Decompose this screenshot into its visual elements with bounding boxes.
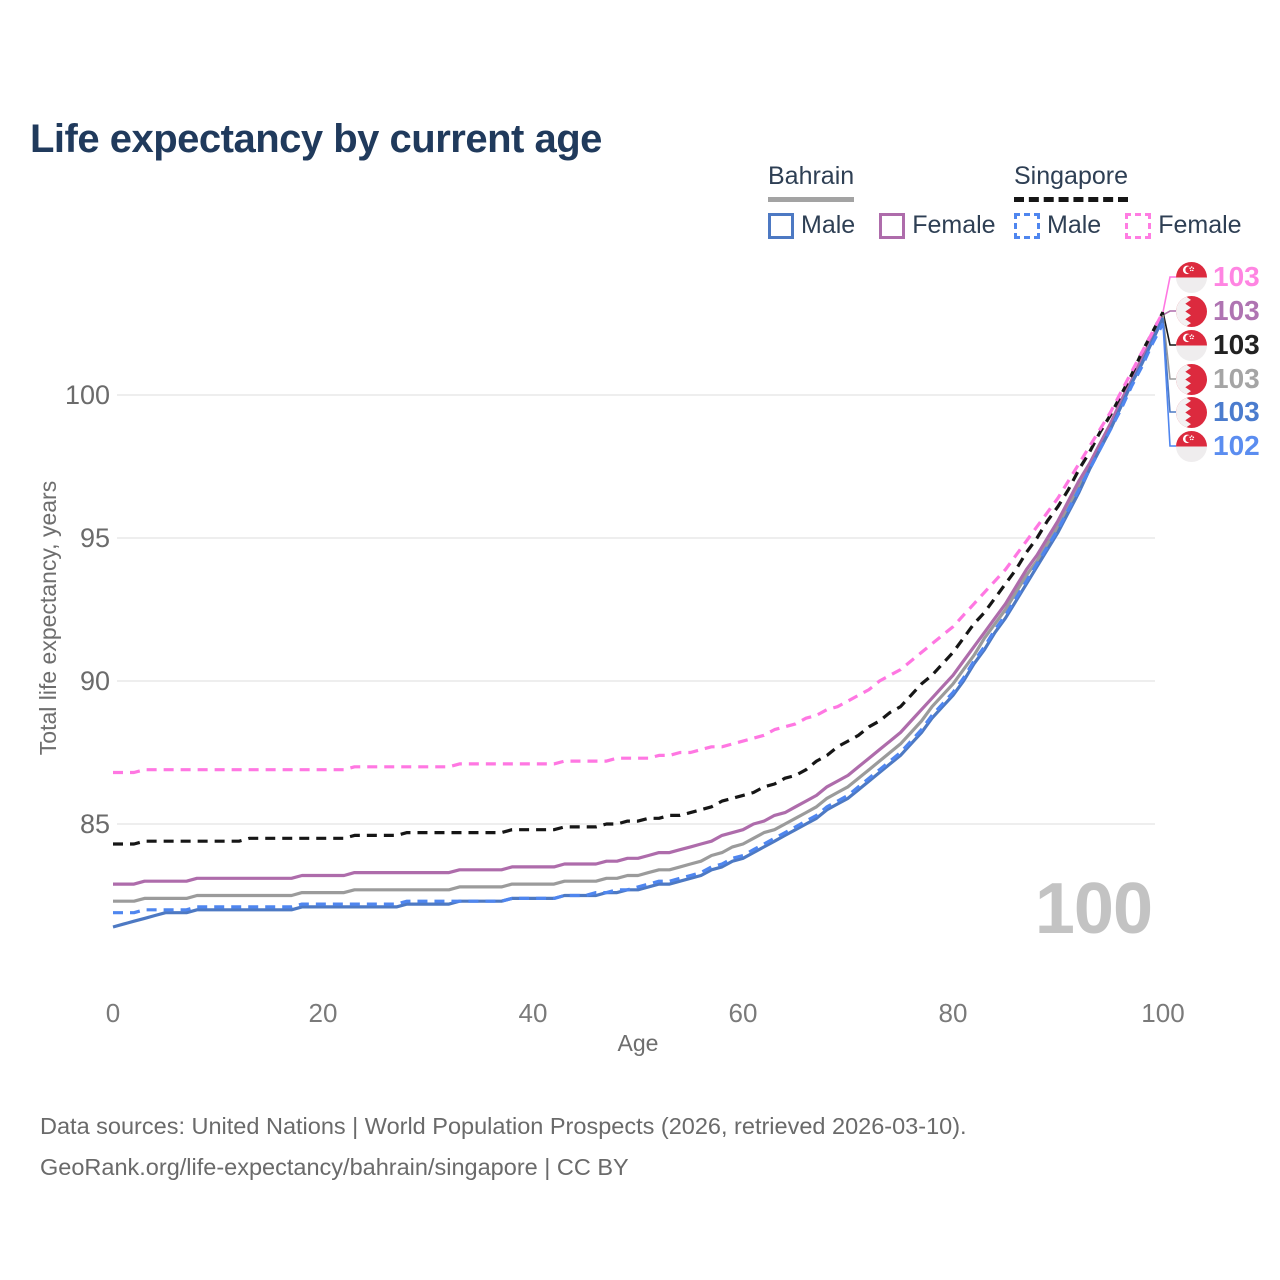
series-line-singapore_female[interactable]	[113, 311, 1165, 775]
x-tick-label: 40	[519, 998, 548, 1028]
leader-line-bahrain_total	[1162, 314, 1176, 380]
chart-title: Life expectancy by current age	[30, 116, 602, 161]
legend-swatch	[768, 212, 794, 239]
end-label-value: 103	[1213, 261, 1260, 292]
leader-line-singapore_male	[1162, 323, 1176, 447]
leader-line-bahrain_female	[1162, 310, 1176, 316]
series-line-bahrain_total[interactable]	[113, 314, 1165, 903]
end-label-singapore_female[interactable]: 103	[1176, 261, 1260, 293]
leader-line-bahrain_male	[1162, 317, 1176, 413]
y-tick-label: 85	[80, 809, 110, 839]
legend-country-label: Singapore	[1014, 162, 1128, 202]
footer-source-line: Data sources: United Nations | World Pop…	[40, 1113, 967, 1139]
age-watermark: 100	[1034, 869, 1153, 949]
end-label-bahrain_male[interactable]: 103	[1176, 396, 1260, 428]
x-tick-label: 100	[1141, 998, 1184, 1028]
leader-line-singapore_female	[1162, 276, 1176, 313]
legend-group-singapore: Singapore Male Female	[1014, 162, 1242, 240]
singapore-flag-icon	[1176, 261, 1207, 293]
legend-item-singapore-male[interactable]: Male	[1014, 211, 1101, 240]
series-line-bahrain_male[interactable]	[112, 317, 1165, 929]
y-tick-label: 100	[65, 380, 110, 410]
legend-swatch	[1125, 212, 1152, 239]
legend-group-bahrain: Bahrain Male Female	[768, 162, 996, 240]
end-label-value: 102	[1213, 430, 1260, 461]
legend-item-bahrain-female[interactable]: Female	[879, 211, 996, 240]
bahrain-flag-icon	[1176, 363, 1207, 395]
legend-item-label: Male	[801, 211, 856, 239]
singapore-flag-icon	[1176, 430, 1207, 462]
end-label-value: 103	[1213, 396, 1260, 427]
legend-item-label: Female	[1158, 211, 1242, 239]
end-label-value: 103	[1213, 329, 1260, 360]
legend-swatch	[879, 212, 906, 239]
y-tick-label: 90	[80, 666, 110, 696]
series-line-singapore_male[interactable]	[113, 322, 1165, 915]
end-label-value: 103	[1213, 295, 1260, 326]
end-label-bahrain_female[interactable]: 103	[1176, 295, 1260, 327]
footer: Data sources: United Nations | World Pop…	[40, 1106, 967, 1188]
y-tick-label: 95	[80, 523, 110, 553]
end-label-singapore_male[interactable]: 102	[1176, 430, 1260, 462]
legend-item-bahrain-male[interactable]: Male	[768, 211, 855, 240]
end-label-singapore_total[interactable]: 103	[1176, 329, 1260, 361]
x-axis-title: Age	[618, 1030, 659, 1056]
singapore-flag-icon	[1176, 329, 1207, 361]
x-tick-label: 20	[309, 998, 338, 1028]
legend-swatch	[1014, 212, 1040, 239]
chart-legend: Bahrain Male Female Singapore Male Female	[0, 162, 1280, 252]
bahrain-flag-icon	[1176, 396, 1207, 428]
x-tick-label: 0	[106, 998, 120, 1028]
end-label-value: 103	[1213, 363, 1260, 394]
legend-country-label: Bahrain	[768, 162, 855, 202]
leader-line-singapore_total	[1162, 311, 1176, 346]
x-tick-label: 80	[939, 998, 968, 1028]
y-axis-title: Total life expectancy, years	[35, 481, 61, 755]
end-label-bahrain_total[interactable]: 103	[1176, 363, 1260, 395]
x-tick-label: 60	[729, 998, 758, 1028]
footer-url-line[interactable]: GeoRank.org/life-expectancy/bahrain/sing…	[40, 1154, 629, 1180]
series-line-singapore_total[interactable]	[113, 311, 1165, 846]
legend-item-singapore-female[interactable]: Female	[1125, 211, 1242, 240]
legend-item-label: Female	[912, 211, 996, 239]
series-line-bahrain_female[interactable]	[113, 314, 1165, 886]
legend-item-label: Male	[1047, 211, 1102, 239]
bahrain-flag-icon	[1176, 295, 1207, 327]
